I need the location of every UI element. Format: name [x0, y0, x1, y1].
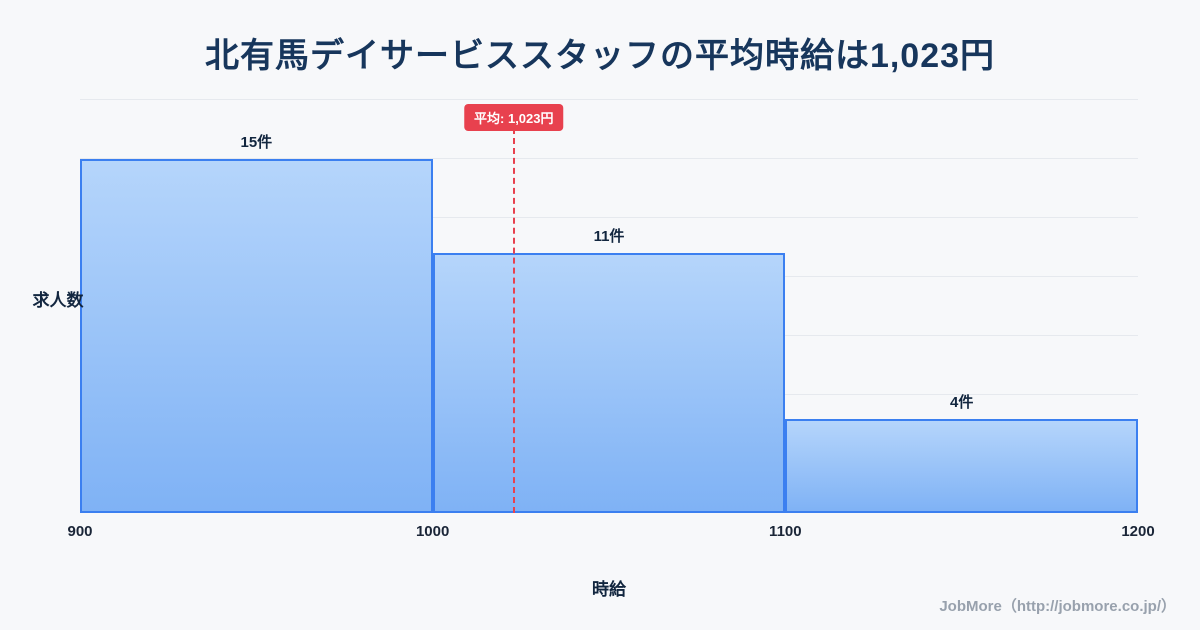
- x-tick-label: 900: [67, 523, 93, 540]
- x-tick-label: 1000: [415, 523, 450, 540]
- average-badge: 平均: 1,023円: [464, 104, 564, 131]
- y-axis-label: 求人数: [32, 291, 84, 310]
- gridline: [80, 158, 1138, 159]
- x-tick-label: 1200: [1121, 523, 1155, 540]
- gridline: [80, 217, 1138, 218]
- x-tick-label: 1100: [769, 523, 802, 540]
- bar-count-label: 4件: [949, 393, 974, 411]
- average-line: [512, 128, 515, 513]
- histogram-bar: [785, 418, 1138, 513]
- histogram-bar: [80, 159, 433, 513]
- gridline: [80, 99, 1138, 100]
- footer-credit: JobMore（http://jobmore.co.jp/）: [939, 598, 1176, 615]
- histogram-bar: [432, 253, 786, 513]
- x-axis-label: 時給: [592, 580, 626, 599]
- chart-title: 北有馬デイサービススタッフの平均時給は1,023円: [204, 37, 996, 75]
- bar-count-label: 11件: [593, 228, 625, 246]
- plot-area: 15件 11件 4件 900 1000 1100 1200 平均: 1,023円: [67, 99, 1155, 540]
- bar-count-label: 15件: [240, 134, 273, 151]
